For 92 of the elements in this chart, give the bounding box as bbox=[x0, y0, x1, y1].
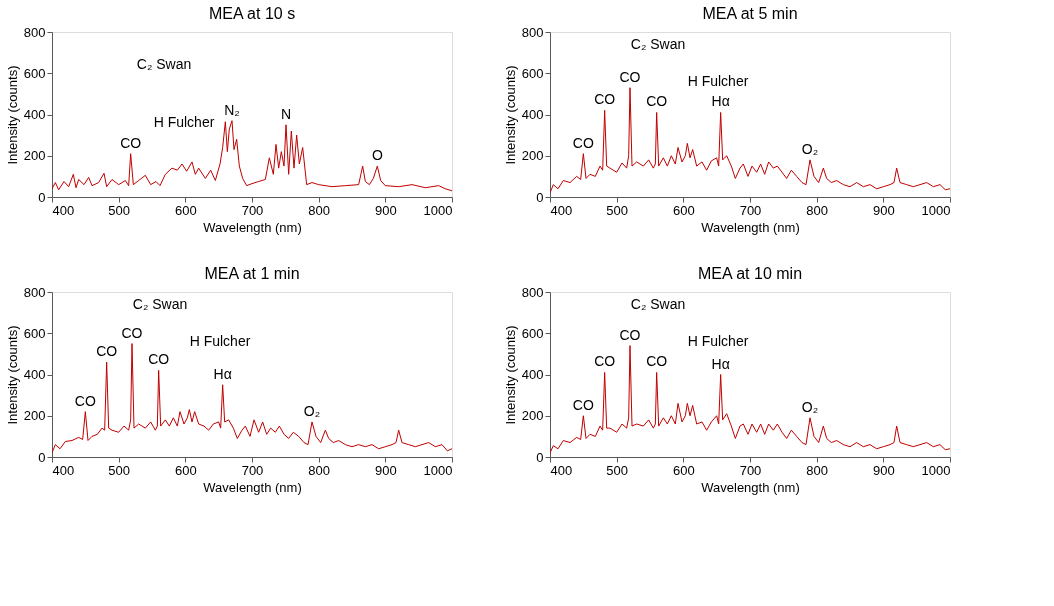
annotation: CO bbox=[572, 396, 594, 413]
y-tick-label: 600 bbox=[23, 65, 46, 81]
y-tick-label: 0 bbox=[38, 189, 46, 205]
annotation: H Fulcher bbox=[189, 332, 251, 349]
x-tick-label: 1000 bbox=[423, 202, 453, 218]
annotation: CO bbox=[96, 343, 118, 360]
annotation: C₂ Swan bbox=[136, 56, 192, 72]
x-axis-title: Wavelength (nm) bbox=[203, 479, 302, 495]
annotation: CO bbox=[572, 134, 594, 151]
annotation: H Fulcher bbox=[687, 332, 749, 349]
x-tick-label: 700 bbox=[739, 462, 762, 478]
x-tick-label: 400 bbox=[550, 202, 573, 218]
annotation: CO bbox=[619, 326, 641, 343]
x-tick-label: 800 bbox=[806, 462, 829, 478]
y-tick-label: 0 bbox=[536, 189, 544, 205]
x-tick-label: 500 bbox=[108, 462, 131, 478]
y-tick-label: 600 bbox=[23, 325, 46, 341]
y-axis-title: Intensity (counts) bbox=[4, 65, 20, 165]
y-tick-label: 800 bbox=[23, 24, 46, 40]
x-tick-label: 700 bbox=[241, 462, 264, 478]
x-axis-title: Wavelength (nm) bbox=[701, 479, 800, 495]
x-tick-label: 1000 bbox=[921, 462, 951, 478]
x-tick-label: 500 bbox=[606, 462, 629, 478]
y-tick-label: 200 bbox=[521, 148, 544, 164]
x-tick-label: 900 bbox=[374, 462, 397, 478]
annotation: Hα bbox=[213, 365, 232, 382]
annotation: N bbox=[280, 105, 292, 122]
y-tick-label: 600 bbox=[521, 65, 544, 81]
y-axis-title: Intensity (counts) bbox=[502, 325, 518, 425]
chart-title: MEA at 5 min bbox=[702, 5, 798, 22]
x-tick-label: 600 bbox=[672, 202, 695, 218]
annotation: Hα bbox=[711, 355, 730, 372]
annotation: CO bbox=[148, 351, 170, 368]
line-series bbox=[550, 345, 950, 454]
y-tick-label: 800 bbox=[23, 284, 46, 300]
annotation: CO bbox=[646, 353, 668, 370]
annotation: CO bbox=[121, 324, 143, 341]
chart-title: MEA at 1 min bbox=[204, 265, 300, 282]
annotation: H Fulcher bbox=[153, 113, 215, 130]
x-tick-label: 1000 bbox=[921, 202, 951, 218]
y-tick-label: 600 bbox=[521, 325, 544, 341]
y-axis-title: Intensity (counts) bbox=[502, 65, 518, 165]
annotation: O₂ bbox=[303, 402, 321, 419]
x-tick-label: 800 bbox=[308, 462, 331, 478]
x-tick-label: 500 bbox=[108, 202, 131, 218]
annotation: Hα bbox=[711, 93, 730, 110]
x-tick-label: 600 bbox=[174, 202, 197, 218]
x-tick-label: 700 bbox=[739, 202, 762, 218]
x-tick-label: 500 bbox=[606, 202, 629, 218]
annotation: N₂ bbox=[224, 101, 240, 118]
annotation: H Fulcher bbox=[687, 72, 749, 89]
annotation: C₂ Swan bbox=[630, 296, 686, 313]
x-tick-label: 900 bbox=[872, 462, 895, 478]
y-tick-label: 200 bbox=[23, 408, 46, 424]
y-tick-label: 400 bbox=[23, 367, 46, 382]
chart-title: MEA at 10 min bbox=[697, 265, 803, 282]
y-tick-label: 0 bbox=[536, 449, 544, 465]
x-tick-label: 400 bbox=[550, 462, 573, 478]
y-tick-label: 0 bbox=[38, 449, 46, 465]
x-tick-label: 600 bbox=[672, 462, 695, 478]
y-tick-label: 400 bbox=[521, 107, 544, 122]
x-tick-label: 600 bbox=[174, 462, 197, 478]
annotation: CO bbox=[594, 91, 616, 108]
annotation: CO bbox=[619, 68, 641, 85]
x-tick-label: 700 bbox=[241, 202, 264, 218]
x-tick-label: 1000 bbox=[423, 462, 453, 478]
y-tick-label: 200 bbox=[521, 408, 544, 424]
annotation: O bbox=[371, 147, 383, 164]
y-tick-label: 400 bbox=[23, 107, 46, 122]
x-tick-label: 800 bbox=[806, 202, 829, 218]
y-tick-label: 200 bbox=[23, 148, 46, 164]
y-tick-label: 400 bbox=[521, 367, 544, 382]
x-tick-label: 400 bbox=[52, 202, 75, 218]
annotation: O₂ bbox=[801, 140, 819, 157]
annotation: C₂ Swan bbox=[132, 296, 188, 313]
x-tick-label: 800 bbox=[308, 202, 331, 218]
y-axis-title: Intensity (counts) bbox=[4, 325, 20, 425]
annotation: CO bbox=[74, 392, 96, 409]
chart-title: MEA at 10 s bbox=[208, 5, 296, 22]
x-tick-label: 900 bbox=[872, 202, 895, 218]
x-axis-title: Wavelength (nm) bbox=[203, 219, 302, 235]
annotation: CO bbox=[646, 93, 668, 110]
annotation: C₂ Swan bbox=[630, 36, 686, 53]
x-tick-label: 400 bbox=[52, 462, 75, 478]
annotation: CO bbox=[120, 134, 142, 151]
annotation: O₂ bbox=[801, 398, 819, 415]
line-series bbox=[550, 87, 950, 194]
x-tick-label: 900 bbox=[374, 202, 397, 218]
y-tick-label: 800 bbox=[521, 24, 544, 40]
annotation: CO bbox=[594, 353, 616, 370]
y-tick-label: 800 bbox=[521, 284, 544, 300]
x-axis-title: Wavelength (nm) bbox=[701, 219, 800, 235]
